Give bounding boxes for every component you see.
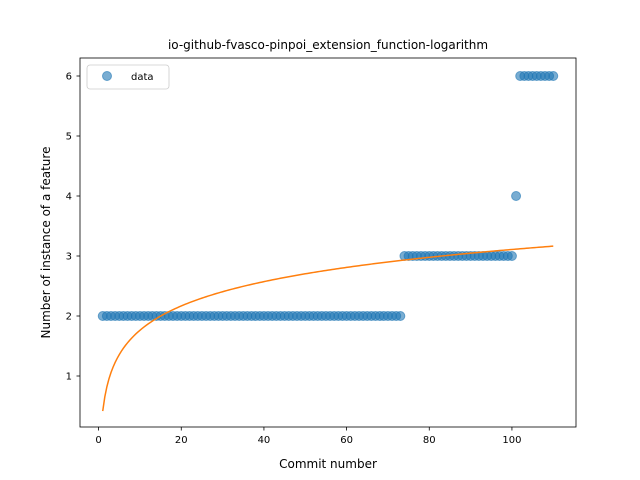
y-axis: 1 2 3 4 5 6 bbox=[66, 72, 80, 383]
x-tick-label: 100 bbox=[502, 435, 521, 446]
plot-frame bbox=[79, 57, 577, 428]
x-axis: 0 20 40 60 80 100 bbox=[95, 427, 521, 446]
y-tick-label: 4 bbox=[66, 192, 72, 203]
y-tick-label: 2 bbox=[66, 312, 72, 323]
y-tick-label: 1 bbox=[66, 372, 72, 383]
y-tick-label: 3 bbox=[66, 252, 72, 263]
data-point bbox=[548, 71, 559, 81]
legend-label-data: data bbox=[131, 72, 154, 83]
legend-marker-data bbox=[102, 71, 112, 81]
fit-line bbox=[101, 245, 554, 412]
x-tick-label: 20 bbox=[175, 435, 188, 446]
y-tick-label: 5 bbox=[66, 132, 72, 143]
data-point bbox=[395, 311, 406, 321]
data-point bbox=[506, 251, 517, 261]
data-point bbox=[511, 191, 522, 201]
chart-title: io-github-fvasco-pinpoi_extension_functi… bbox=[168, 38, 488, 52]
x-axis-label: Commit number bbox=[279, 457, 377, 471]
plot-marks bbox=[97, 71, 559, 412]
x-tick-label: 60 bbox=[340, 435, 353, 446]
legend: data bbox=[86, 64, 170, 90]
x-tick-label: 0 bbox=[95, 435, 101, 446]
y-axis-label: Number of instance of a feature bbox=[39, 147, 53, 339]
x-tick-label: 80 bbox=[423, 435, 436, 446]
y-tick-label: 6 bbox=[66, 72, 72, 83]
legend-box bbox=[86, 64, 170, 90]
x-tick-label: 40 bbox=[258, 435, 271, 446]
